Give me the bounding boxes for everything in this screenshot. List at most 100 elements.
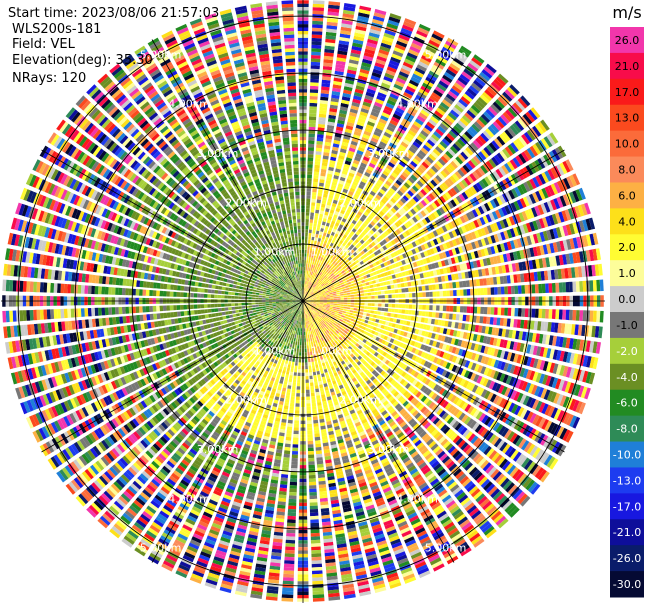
velocity-gate (317, 263, 321, 267)
velocity-gate (308, 260, 311, 264)
velocity-gate (350, 199, 357, 205)
velocity-gate (313, 254, 317, 259)
velocity-gate (309, 92, 318, 97)
velocity-gate (379, 45, 391, 53)
velocity-gate (366, 88, 376, 95)
velocity-gate (308, 147, 314, 151)
velocity-gate (321, 203, 326, 208)
velocity-gate (442, 305, 447, 312)
velocity-gate (442, 290, 447, 297)
velocity-gate (338, 113, 347, 118)
velocity-gate (387, 19, 400, 27)
velocity-gate (398, 34, 410, 42)
velocity-gate (304, 284, 306, 288)
velocity-gate (330, 184, 337, 190)
velocity-gate (336, 57, 347, 62)
velocity-gate (378, 303, 382, 307)
velocity-gate (333, 295, 337, 297)
velocity-gate (307, 263, 310, 268)
velocity-gate (384, 294, 389, 299)
velocity-gate (341, 96, 351, 102)
velocity-gate (333, 302, 338, 304)
velocity-gate (364, 296, 368, 299)
velocity-gate (319, 387, 324, 392)
velocity-gate (377, 52, 388, 59)
velocity-gate (336, 126, 344, 132)
velocity-gate (311, 198, 316, 203)
velocity-gate (442, 313, 447, 319)
velocity-gate (341, 206, 347, 212)
velocity-gate (380, 42, 392, 49)
velocity-gate (589, 280, 594, 292)
velocity-gate (388, 16, 401, 24)
velocity-gate (326, 21, 338, 27)
velocity-gate (306, 291, 308, 295)
velocity-gate (323, 302, 327, 304)
velocity-gate (497, 286, 502, 295)
velocity-gate (363, 289, 368, 293)
velocity-gate (334, 193, 340, 198)
velocity-gate (439, 291, 444, 297)
velocity-gate (344, 283, 348, 286)
velocity-gate (322, 66, 333, 71)
velocity-gate (406, 85, 416, 93)
velocity-gate (455, 314, 460, 321)
velocity-gate (531, 284, 536, 294)
velocity-gate (315, 147, 322, 152)
velocity-gate (368, 162, 376, 169)
velocity-gate (308, 232, 312, 237)
velocity-gate (367, 38, 378, 45)
velocity-gate (599, 310, 604, 323)
velocity-gate (408, 287, 412, 292)
velocity-gate (303, 277, 305, 281)
velocity-gate (313, 261, 317, 266)
velocity-gate (321, 246, 325, 251)
velocity-gate (312, 0, 325, 5)
velocity-gate (355, 25, 367, 32)
velocity-gate (397, 314, 402, 319)
velocity-gate (336, 303, 341, 306)
velocity-gate (311, 236, 315, 241)
velocity-gate (343, 293, 347, 296)
ppi-plot: 1.00km1.00km1.00km1.00km2.00km2.00km2.00… (1, 0, 605, 603)
velocity-gate (431, 284, 436, 290)
velocity-gate (305, 229, 309, 233)
velocity-gate (379, 141, 387, 148)
velocity-gate (314, 360, 318, 365)
velocity-gate (355, 124, 364, 130)
velocity-gate (582, 280, 587, 292)
velocity-gate (343, 89, 352, 95)
velocity-gate (307, 171, 313, 175)
velocity-gate (315, 233, 319, 238)
velocity-gate (308, 143, 315, 148)
velocity-gate (325, 35, 336, 40)
velocity-gate (309, 109, 317, 114)
velocity-gate (307, 178, 312, 182)
velocity-gate (315, 209, 320, 214)
velocity-gate (347, 205, 353, 211)
velocity-gate (323, 148, 330, 153)
velocity-gate (363, 52, 375, 58)
velocity-gate (316, 227, 320, 232)
velocity-gate (429, 36, 442, 45)
velocity-gate (325, 135, 333, 140)
velocity-gate (320, 249, 324, 254)
velocity-gate (316, 299, 321, 301)
velocity-gate (409, 79, 419, 87)
velocity-gate (372, 284, 377, 288)
velocity-gate (309, 253, 312, 258)
velocity-gate (349, 187, 356, 193)
velocity-gate (383, 131, 392, 139)
velocity-gate (328, 166, 334, 172)
velocity-gate (407, 281, 412, 287)
velocity-gate (345, 285, 349, 289)
velocity-gate (387, 290, 392, 294)
velocity-gate (368, 117, 377, 124)
velocity-gate (479, 316, 484, 324)
velocity-gate (307, 288, 310, 292)
velocity-gate (327, 121, 335, 126)
velocity-gate (353, 35, 365, 42)
velocity-gate (317, 241, 321, 246)
velocity-gate (436, 291, 440, 297)
velocity-gate (312, 337, 315, 341)
